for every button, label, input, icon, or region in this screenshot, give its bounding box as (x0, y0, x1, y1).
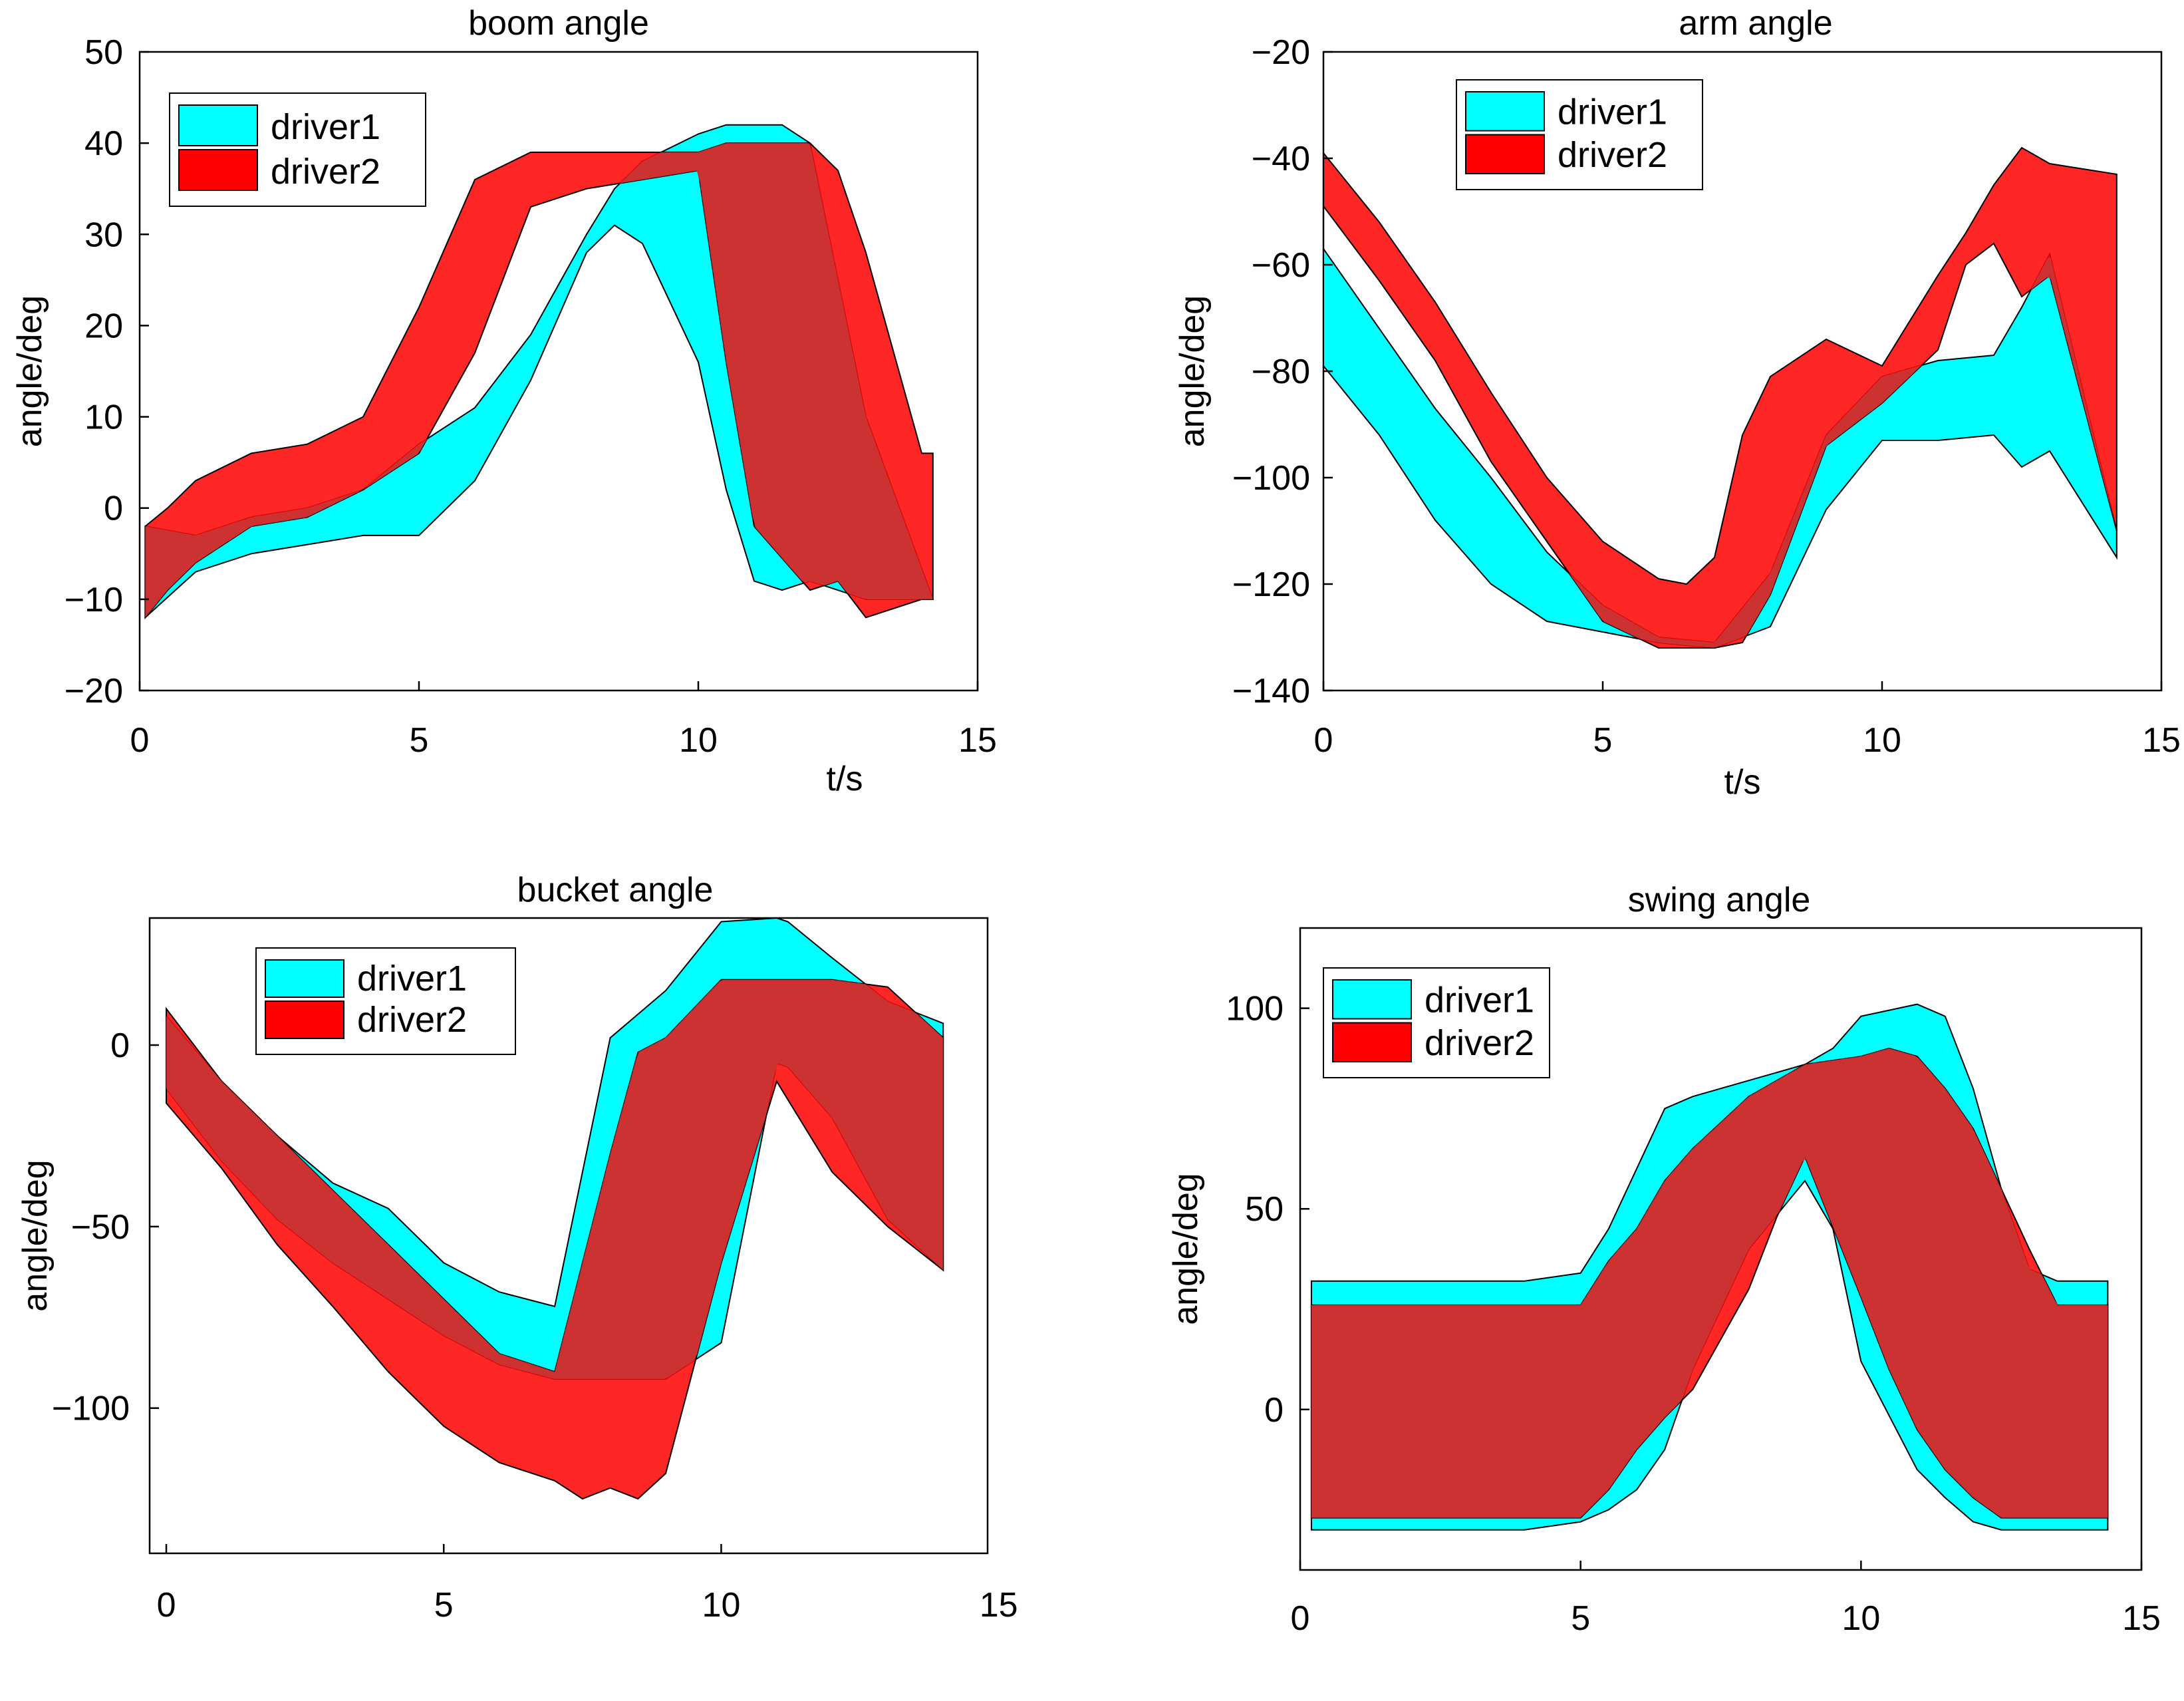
legend-label-driver2: driver2 (1558, 135, 1667, 175)
panel-boom-angle: 0 5 10 15 −20 −10 0 10 20 30 40 50 boom angle t/s angl… (11, 4, 997, 798)
y-axis-label: angle/deg (16, 1160, 55, 1311)
legend-swatch-driver2 (1332, 1022, 1412, 1062)
y-tick-label: 50 (84, 33, 123, 72)
panel-bucket-angle: 0 5 10 15 −100 −50 0 bucket angle t/s angle/deg dr… (16, 871, 1018, 1701)
legend-swatch-driver2 (265, 1001, 344, 1039)
x-tick-label: 10 (1863, 721, 1901, 760)
x-tick-label: 0 (1314, 721, 1333, 760)
chart-title: swing angle (1628, 881, 1811, 919)
panel-arm-angle: 0 5 10 15 −140 −120 −100 −80 −60 −40 −20 arm angle t… (1173, 4, 2181, 802)
x-axis-label: t/s (773, 1698, 810, 1701)
legend: driver1 driver2 (169, 92, 426, 207)
x-tick-label: 10 (679, 721, 718, 760)
x-tick-label: 10 (1842, 1599, 1880, 1638)
y-tick-label: 50 (1245, 1190, 1284, 1229)
x-tick-label: 5 (1593, 721, 1613, 760)
y-tick-label: 40 (84, 124, 123, 163)
y-tick-label: 10 (84, 398, 123, 437)
y-tick-label: 0 (110, 1026, 130, 1065)
y-tick-label: 30 (84, 216, 123, 254)
y-tick-label: −50 (71, 1208, 130, 1247)
y-axis-label: angle/deg (1166, 1173, 1205, 1324)
y-tick-label: −60 (1252, 246, 1310, 285)
y-tick-label: 0 (104, 490, 123, 528)
y-tick-label: −120 (1232, 565, 1310, 604)
y-tick-label: −40 (1252, 140, 1310, 178)
x-tick-label: 5 (1571, 1599, 1590, 1638)
legend-label-driver2: driver2 (271, 152, 380, 192)
legend-swatch-driver1 (265, 959, 344, 998)
y-tick-label: −100 (1232, 459, 1310, 498)
band-overlap (1311, 1048, 2108, 1518)
x-tick-label: 0 (1291, 1599, 1310, 1638)
bands (144, 124, 934, 620)
x-tick-label: 0 (157, 1586, 176, 1624)
x-tick-label: 5 (410, 721, 429, 760)
legend-swatch-driver1 (178, 104, 258, 146)
bands (1310, 1003, 2109, 1531)
chart-title: bucket angle (517, 871, 714, 909)
y-tick-label: −100 (52, 1390, 130, 1428)
x-tick-label: 5 (434, 1586, 454, 1624)
legend-label-driver1: driver1 (271, 107, 380, 147)
x-tick-label: 15 (958, 721, 997, 760)
band-overlap (145, 143, 933, 618)
legend-swatch-driver1 (1332, 979, 1412, 1020)
legend-label-driver1: driver1 (357, 959, 467, 999)
y-tick-label: −20 (65, 672, 123, 710)
legend-label-driver1: driver1 (1558, 92, 1667, 132)
legend-swatch-driver2 (178, 149, 258, 191)
y-tick-label: −10 (65, 581, 123, 619)
bands (166, 918, 944, 1500)
band-overlap (166, 979, 944, 1380)
legend-label-driver2: driver2 (1425, 1023, 1534, 1063)
legend-swatch-driver2 (1465, 134, 1545, 174)
y-tick-label: −20 (1252, 33, 1310, 72)
legend-label-driver2: driver2 (357, 1000, 467, 1040)
y-axis-label: angle/deg (1173, 295, 1212, 447)
y-tick-label: 0 (1264, 1391, 1284, 1430)
x-tick-label: 15 (2142, 721, 2181, 760)
bands (1323, 146, 2117, 649)
y-tick-label: −140 (1232, 672, 1310, 710)
x-tick-label: 15 (980, 1586, 1018, 1624)
x-tick-label: 10 (702, 1586, 741, 1624)
y-tick-label: 20 (84, 307, 123, 345)
chart-title: arm angle (1679, 4, 1832, 43)
y-tick-label: 100 (1226, 990, 1284, 1028)
x-axis-label: t/s (1724, 763, 1761, 802)
legend-swatch-driver1 (1465, 91, 1545, 132)
x-axis-label: t/s (827, 760, 863, 798)
legend-label-driver1: driver1 (1425, 981, 1534, 1020)
y-tick-label: −80 (1252, 353, 1310, 391)
x-tick-label: 15 (2122, 1599, 2161, 1638)
chart-title: boom angle (468, 4, 649, 43)
x-tick-label: 0 (130, 721, 150, 760)
y-axis-label: angle/deg (11, 295, 49, 447)
